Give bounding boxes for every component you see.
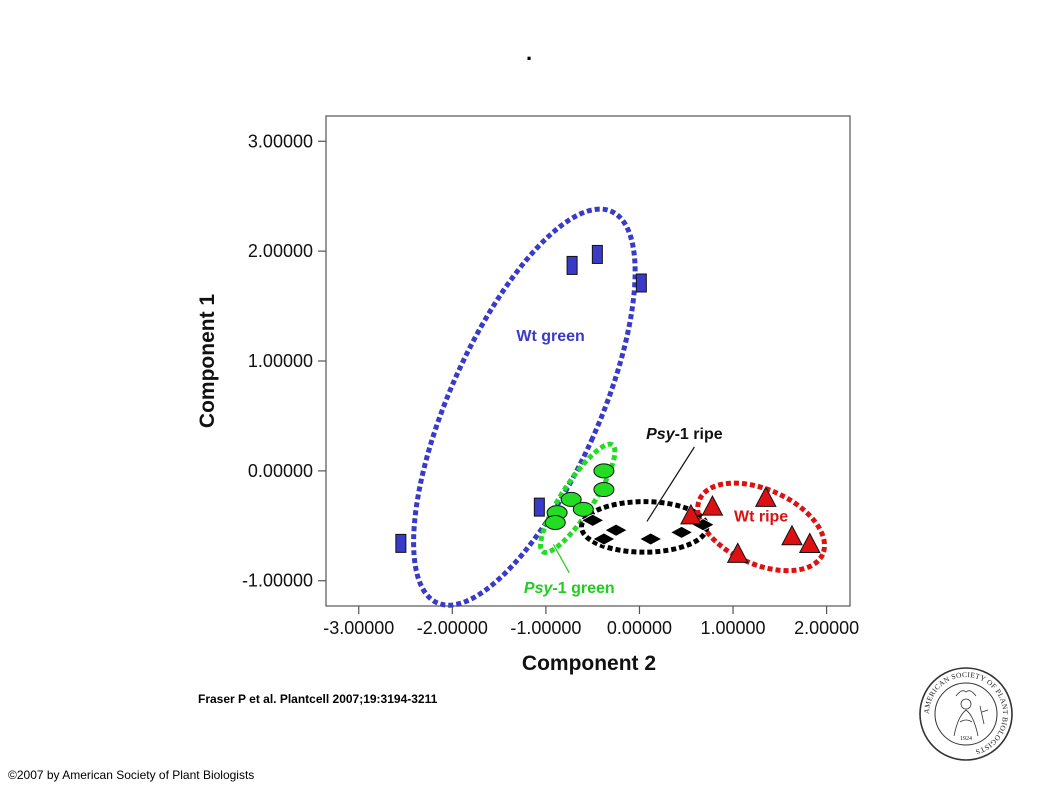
marker-psy1-ripe <box>592 532 616 546</box>
x-tick-label: 0.00000 <box>607 618 672 638</box>
marker-wt-green <box>395 533 407 553</box>
marker-psy1-green <box>593 463 615 479</box>
marker-psy1-green <box>560 491 582 507</box>
y-tick-label: 1.00000 <box>248 351 313 371</box>
marker-wt-green <box>635 273 647 293</box>
marker-wt-ripe <box>680 503 702 525</box>
group-labels: Psy-1 ripe Psy-1 green Wt green Wt ripe <box>516 328 788 597</box>
citation: Fraser P et al. Plantcell 2007;19:3194-3… <box>198 692 438 706</box>
marker-wt-ripe <box>754 486 777 507</box>
svg-text:1924: 1924 <box>960 736 972 742</box>
annotation-pointers <box>552 446 695 574</box>
y-axis-title: Component 1 <box>196 294 219 428</box>
plot-frame <box>325 115 851 607</box>
marker-psy1-green <box>593 482 615 498</box>
y-axis: -1.00000 0.00000 1.00000 2.00000 3.00000 <box>242 131 326 591</box>
marker-psy1-ripe <box>580 513 605 527</box>
annotation-pointer <box>552 544 570 574</box>
group-outline <box>411 206 638 608</box>
group-label: Psy-1 green <box>524 580 615 597</box>
x-tick-label: -3.00000 <box>323 618 394 638</box>
annotation-pointer <box>646 446 695 522</box>
x-axis: -3.00000 -2.00000 -1.00000 0.00000 1.00000 2.… <box>323 606 859 638</box>
marker-psy1-ripe <box>669 525 694 539</box>
marker-psy1-ripe <box>638 532 663 546</box>
x-tick-label: -2.00000 <box>417 618 488 638</box>
marker-wt-ripe <box>781 524 803 546</box>
marker-psy1-green <box>544 515 566 531</box>
x-axis-title: Component 2 <box>522 652 656 675</box>
seal-figure-icon <box>953 690 989 737</box>
x-tick-label: 2.00000 <box>794 618 859 638</box>
marker-psy1-ripe <box>604 523 628 537</box>
y-tick-label: 2.00000 <box>248 241 313 261</box>
y-tick-label: 0.00000 <box>248 461 313 481</box>
group-label: Psy-1 ripe <box>646 426 723 443</box>
y-tick-label: 3.00000 <box>248 131 313 151</box>
society-seal-logo: AMERICAN SOCIETY OF PLANT BIOLOGISTS 192… <box>919 667 1013 761</box>
x-tick-label: -1.00000 <box>510 618 581 638</box>
group-label: Wt ripe <box>734 508 788 525</box>
marker-wt-ripe <box>726 542 749 563</box>
y-tick-label: -1.00000 <box>242 571 313 591</box>
marker-wt-green <box>566 255 578 275</box>
copyright-notice: ©2007 by American Society of Plant Biolo… <box>8 768 255 782</box>
marker-wt-green <box>533 497 545 517</box>
x-tick-label: 1.00000 <box>700 618 765 638</box>
slide-title: . <box>525 40 533 65</box>
data-markers <box>395 244 821 563</box>
marker-wt-green <box>591 244 603 264</box>
marker-wt-ripe <box>798 532 821 553</box>
marker-wt-ripe <box>701 495 724 516</box>
marker-psy1-green <box>572 501 594 517</box>
group-label: Wt green <box>516 328 584 345</box>
